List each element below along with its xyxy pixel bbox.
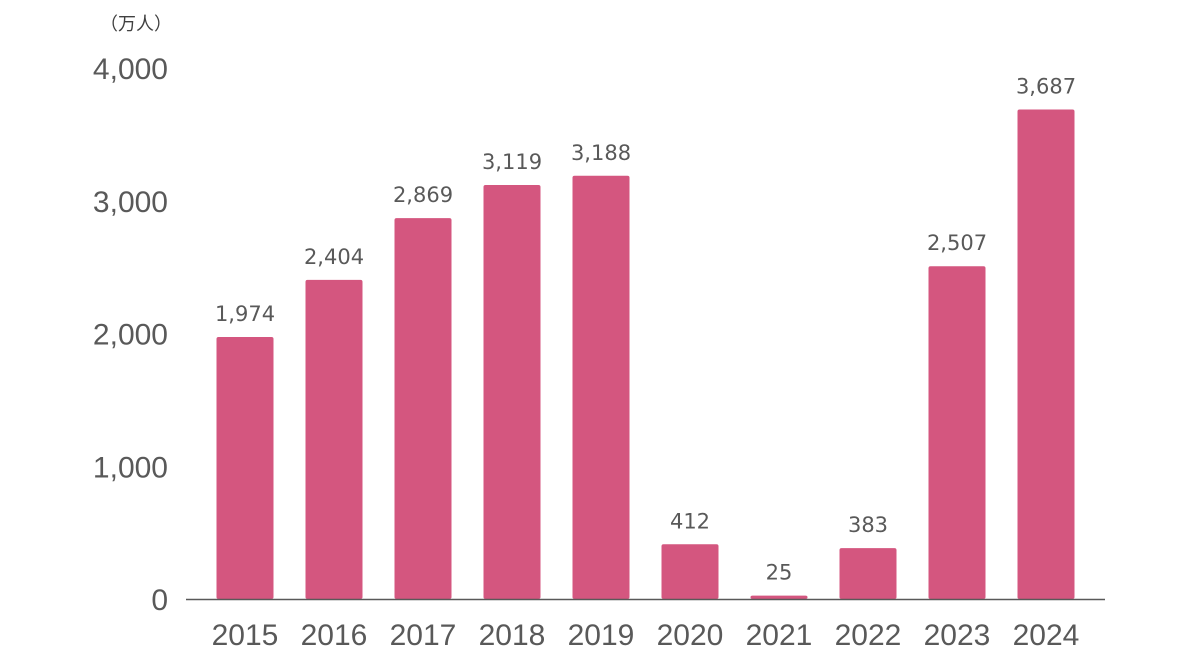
data-label-2018: 3,119 bbox=[482, 150, 542, 174]
x-tick-label-2015: 2015 bbox=[212, 619, 279, 652]
x-tick-label-2021: 2021 bbox=[746, 619, 813, 652]
x-tick-label-2016: 2016 bbox=[301, 619, 368, 652]
bar-2023 bbox=[928, 266, 986, 599]
bar-2016 bbox=[305, 279, 363, 599]
bar-2018 bbox=[483, 184, 541, 599]
data-label-2016: 2,404 bbox=[304, 245, 364, 269]
bar-2019 bbox=[572, 175, 630, 599]
x-tick-label-2022: 2022 bbox=[835, 619, 902, 652]
x-tick-label-2018: 2018 bbox=[479, 619, 546, 652]
x-axis-ticks: 2015 2016 2017 2018 2019 2020 2021 2022 2023 2024 bbox=[212, 619, 1080, 652]
x-tick-label-2019: 2019 bbox=[568, 619, 635, 652]
data-label-2020: 412 bbox=[670, 509, 710, 533]
bar-2021 bbox=[750, 595, 808, 599]
x-tick-label-2017: 2017 bbox=[390, 619, 457, 652]
data-label-2019: 3,188 bbox=[571, 141, 631, 165]
y-tick-label: 1,000 bbox=[93, 451, 168, 484]
data-label-2024: 3,687 bbox=[1016, 75, 1076, 99]
y-axis-unit-label: （万人） bbox=[100, 14, 172, 35]
y-tick-label: 4,000 bbox=[93, 53, 168, 86]
x-tick-label-2024: 2024 bbox=[1013, 619, 1080, 652]
y-tick-label: 2,000 bbox=[93, 319, 168, 352]
data-label-2017: 2,869 bbox=[393, 183, 453, 207]
bar-2024 bbox=[1017, 109, 1075, 599]
data-labels: 1,974 2,404 2,869 3,119 3,188 412 25 383 2,507 3,… bbox=[215, 75, 1076, 585]
y-tick-label: 3,000 bbox=[93, 186, 168, 219]
y-tick-label: 0 bbox=[151, 584, 168, 617]
bar-2017 bbox=[394, 218, 452, 599]
bar-2015 bbox=[216, 336, 274, 599]
bar-series bbox=[216, 109, 1075, 599]
data-label-2015: 1,974 bbox=[215, 302, 275, 326]
data-label-2021: 25 bbox=[766, 561, 793, 585]
data-label-2023: 2,507 bbox=[927, 231, 987, 255]
x-tick-label-2023: 2023 bbox=[924, 619, 991, 652]
data-label-2022: 383 bbox=[848, 513, 888, 537]
bar-2020 bbox=[661, 544, 719, 599]
bar-2022 bbox=[839, 548, 897, 599]
y-axis-ticks: 0 1,000 2,000 3,000 4,000 bbox=[93, 53, 168, 617]
x-tick-label-2020: 2020 bbox=[657, 619, 724, 652]
